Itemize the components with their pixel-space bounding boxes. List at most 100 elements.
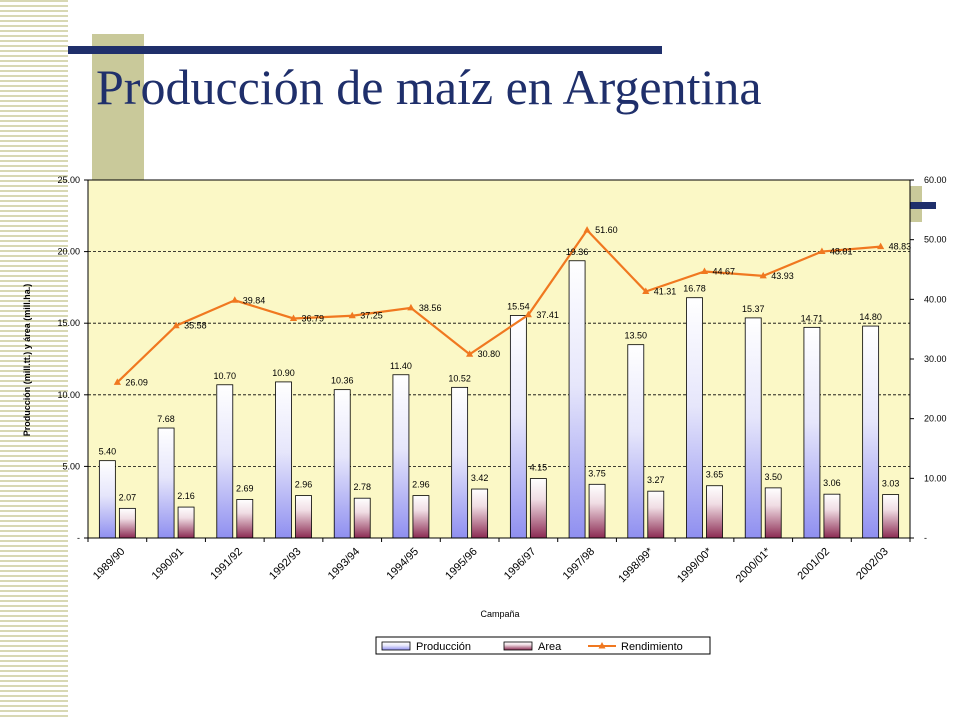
area-value-label: 2.78 — [353, 482, 371, 492]
x-tick-label: 2002/03 — [854, 546, 891, 583]
x-tick-label: 1995/96 — [443, 546, 480, 583]
area-value-label: 2.96 — [412, 480, 430, 490]
produccion-bar — [451, 386, 469, 539]
legend-produccion-label: Producción — [416, 641, 471, 653]
y-tick-label: 20.00 — [57, 247, 80, 257]
rendimiento-point — [113, 378, 121, 385]
produccion-bar — [392, 374, 410, 539]
rendimiento-point — [407, 303, 415, 311]
produccion-bar — [216, 384, 234, 539]
rendimiento-point — [877, 242, 885, 250]
y-tick-label: - — [77, 533, 80, 543]
produccion-value-label: 14.71 — [801, 313, 824, 323]
x-tick-label: 1990/91 — [150, 546, 187, 583]
x-tick-label: 2000/01* — [734, 545, 774, 585]
rendimiento-point — [642, 287, 650, 295]
rendimiento-value-label: 39.84 — [243, 295, 266, 305]
y-tick-label: 25.00 — [57, 175, 80, 185]
x-tick-label: 1994/95 — [384, 546, 421, 583]
produccion-value-label: 14.80 — [859, 312, 882, 322]
produccion-bar — [275, 381, 292, 539]
produccion-value-label: 16.78 — [683, 284, 706, 294]
produccion-bar — [686, 297, 703, 539]
produccion-bar — [509, 315, 527, 539]
y2-tick-label: 10.00 — [924, 473, 947, 483]
area-bar — [177, 506, 195, 539]
y-tick-label: 15.00 — [57, 318, 80, 328]
x-tick-label: 2001/02 — [795, 546, 832, 583]
produccion-value-label: 10.52 — [448, 373, 471, 383]
area-value-label: 2.69 — [236, 483, 254, 493]
produccion-bar — [862, 325, 880, 539]
y-tick-label: 10.00 — [57, 390, 80, 400]
y2-tick-label: 20.00 — [924, 414, 947, 424]
legend-produccion-swatch — [381, 641, 411, 651]
produccion-bar — [627, 344, 645, 539]
legend-rendimiento-label: Rendimiento — [621, 641, 683, 653]
y2-tick-label: 60.00 — [924, 175, 947, 185]
rendimiento-point — [759, 271, 767, 279]
rendimiento-point — [524, 310, 532, 318]
x-tick-label: 1996/97 — [502, 546, 539, 583]
rendimiento-value-label: 51.60 — [595, 225, 618, 235]
rendimiento-point — [172, 321, 180, 329]
y2-tick-label: 30.00 — [924, 354, 947, 364]
x-tick-label: 1992/93 — [267, 546, 304, 583]
legend-rendimiento-marker — [598, 642, 606, 649]
produccion-value-label: 10.90 — [272, 368, 295, 378]
rendimiento-value-label: 43.93 — [771, 271, 794, 281]
produccion-bar — [98, 460, 116, 539]
rendimiento-value-label: 35.58 — [184, 321, 207, 331]
rendimiento-value-label: 41.31 — [654, 287, 677, 297]
y-axis-title: Producción (mill.tt.) y área (mill.ha.) — [22, 284, 32, 437]
area-value-label: 4.15 — [530, 463, 548, 473]
rendimiento-value-label: 44.67 — [713, 266, 736, 276]
rendimiento-point — [466, 350, 474, 357]
area-bar — [706, 485, 723, 539]
area-value-label: 3.27 — [647, 475, 665, 485]
rendimiento-value-label: 37.41 — [536, 310, 559, 320]
y2-tick-label: - — [924, 533, 927, 543]
rendimiento-value-label: 30.80 — [478, 349, 501, 359]
rendimiento-point — [289, 314, 298, 321]
x-tick-label: 1999/00* — [675, 545, 715, 585]
legend-area-label: Area — [538, 641, 562, 653]
area-bar — [647, 490, 665, 539]
area-bar — [295, 495, 312, 539]
decorative-olive-block — [92, 34, 144, 182]
area-bar — [471, 488, 489, 539]
slide-title: Producción de maíz en Argentina — [96, 59, 762, 115]
line-layer — [113, 226, 885, 385]
produccion-value-label: 15.37 — [742, 304, 765, 314]
produccion-bar — [568, 260, 586, 539]
area-bar — [823, 493, 841, 539]
legend-box — [375, 636, 711, 655]
produccion-value-label: 5.40 — [99, 447, 117, 457]
produccion-value-label: 13.50 — [625, 331, 648, 341]
decorative-stripe — [0, 0, 68, 720]
maize-production-chart: 5.40 2.07 7.68 2.16 10.70 2.69 10.90 2.96 10.36 2… — [22, 175, 947, 655]
rendimiento-value-label: 37.25 — [360, 311, 383, 321]
y2-tick-label: 50.00 — [924, 235, 947, 245]
area-bar — [353, 497, 371, 539]
area-value-label: 3.65 — [706, 470, 724, 480]
produccion-bar — [333, 389, 351, 539]
area-value-label: 3.03 — [882, 479, 900, 489]
area-bar — [588, 483, 606, 539]
x-axis-title: Campaña — [480, 609, 519, 619]
produccion-value-label: 10.36 — [331, 376, 354, 386]
area-bar — [236, 499, 254, 539]
x-tick-label: 1991/92 — [208, 546, 245, 583]
rendimiento-value-label: 36.79 — [302, 313, 325, 323]
area-bar — [882, 494, 900, 539]
y-tick-label: 5.00 — [62, 461, 80, 471]
produccion-bar — [803, 326, 821, 539]
rendimiento-line — [116, 228, 881, 384]
area-value-label: 2.96 — [295, 480, 313, 490]
area-bar — [764, 487, 782, 539]
produccion-value-label: 10.70 — [214, 371, 237, 381]
rendimiento-point — [818, 247, 826, 255]
area-bar — [412, 495, 430, 539]
x-tick-label: 1998/99* — [616, 545, 656, 585]
x-tick-label: 1997/98 — [561, 546, 598, 583]
